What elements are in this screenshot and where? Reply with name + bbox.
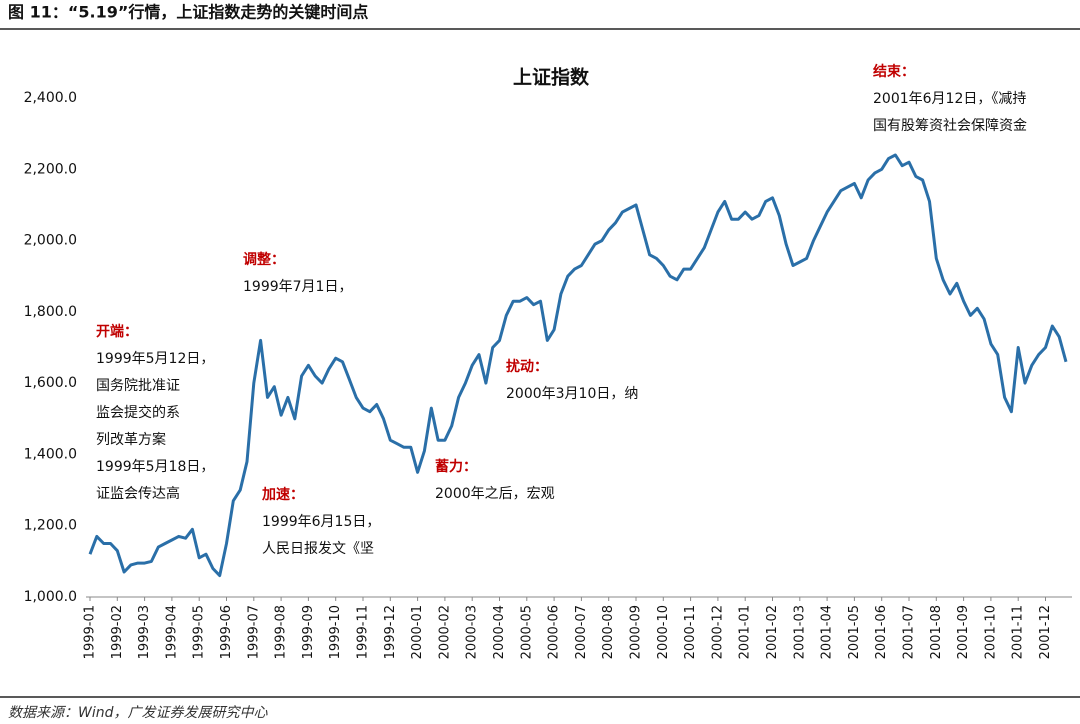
x-tick-label: 1999-12 [383,605,398,659]
annotation-text: 国有股筹资社会保障资金 [873,117,1027,134]
x-tick-label: 1999-08 [274,605,289,659]
x-tick-label: 1999-03 [137,605,152,659]
source: 数据来源：Wind，广发证券发展研究中心 [8,705,268,721]
annotation-text: 列改革方案 [96,431,166,448]
x-tick-label: 2000-10 [656,605,671,659]
annotation-text: 人民日报发文《坚 [262,541,374,557]
x-tick-label: 1999-11 [356,605,371,659]
annotation-text: 2001年6月12日，《减持 [873,91,1026,107]
annotation-title: 蓄力： [435,458,477,475]
x-tick-label: 2000-01 [410,605,425,659]
annotation-text: 1999年7月1日， [243,279,352,295]
annotation-text: 国务院批准证 [96,378,180,394]
annotation-title: 结束： [873,63,915,80]
x-tick-label: 2001-01 [738,605,753,659]
x-tick-label: 2000-07 [574,605,589,659]
y-tick-label: 1,400.0 [24,446,77,462]
x-tick-label: 2000-04 [492,605,507,659]
x-tick-label: 2001-07 [902,605,917,659]
y-tick-label: 2,000.0 [24,233,77,249]
x-tick-label: 2000-12 [710,605,725,659]
x-tick-label: 2000-06 [547,605,562,659]
y-tick-label: 2,200.0 [24,161,77,177]
annotation-text: 2000年3月10日，纳 [506,386,638,402]
x-tick-label: 1999-10 [328,605,343,659]
x-tick-label: 1999-07 [246,605,261,659]
annotation-title: 加速： [261,486,304,503]
x-tick-label: 2000-11 [683,605,698,659]
x-tick-label: 2000-05 [519,605,534,659]
x-tick-label: 2001-09 [956,605,971,659]
y-tick-label: 1,600.0 [24,375,77,391]
x-tick-label: 2001-02 [765,605,780,659]
x-tick-label: 2001-10 [983,605,998,659]
chart-title: 上证指数 [513,66,590,89]
annotation-text: 1999年5月12日， [96,351,214,367]
page-header: 图 11：“5.19”行情，上证指数走势的关键时间点 [8,3,368,22]
y-tick-label: 1,000.0 [24,589,77,605]
x-tick-label: 2001-12 [1038,605,1053,659]
annotation-text: 2000年之后，宏观 [435,486,555,502]
annotation-text: 监会提交的系 [96,404,180,421]
x-tick-label: 2001-05 [847,605,862,659]
x-tick-label: 1999-09 [301,605,316,659]
x-tick-label: 1999-06 [219,605,234,659]
y-tick-label: 2,400.0 [24,90,77,106]
x-tick-label: 2000-02 [437,605,452,659]
annotation-title: 调整： [243,251,285,268]
x-tick-label: 2000-09 [629,605,644,659]
x-tick-label: 1999-04 [164,605,179,659]
annotation-title: 开端： [96,323,138,340]
y-tick-label: 1,200.0 [24,518,77,534]
x-tick-label: 2000-08 [601,605,616,659]
annotation-text: 1999年5月18日， [96,459,214,475]
x-tick-label: 2000-03 [465,605,480,659]
y-tick-label: 1,800.0 [24,304,77,320]
x-tick-label: 1999-05 [192,605,207,659]
annotation-text: 1999年6月15日， [262,514,380,530]
x-tick-label: 2001-11 [1011,605,1026,659]
annotation-title: 扰动： [506,358,548,375]
x-tick-label: 2001-08 [929,605,944,659]
x-tick-label: 2001-04 [820,605,835,659]
x-tick-label: 1999-01 [83,605,98,659]
annotation-text: 证监会传达高 [96,485,180,502]
x-tick-label: 2001-06 [874,605,889,659]
line-series [88,153,1068,578]
x-tick-label: 1999-02 [110,605,125,659]
x-tick-label: 2001-03 [792,605,807,659]
